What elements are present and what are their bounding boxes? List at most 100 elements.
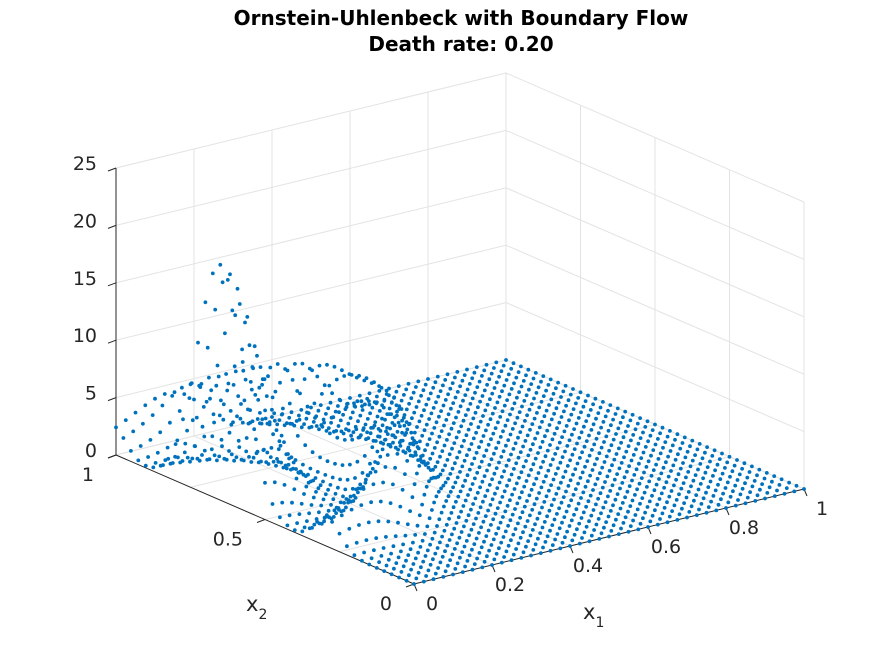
data-point bbox=[495, 400, 500, 405]
data-point bbox=[438, 540, 442, 545]
data-point bbox=[407, 401, 411, 406]
data-point bbox=[380, 416, 384, 421]
data-point bbox=[337, 531, 342, 536]
data-point bbox=[524, 544, 528, 549]
data-point bbox=[675, 518, 680, 522]
data-point bbox=[479, 525, 483, 530]
data-point bbox=[603, 480, 607, 484]
data-point bbox=[471, 522, 476, 526]
data-point bbox=[465, 559, 470, 563]
data-point bbox=[168, 461, 173, 466]
data-point bbox=[549, 397, 554, 402]
data-point bbox=[193, 444, 198, 449]
data-point bbox=[556, 466, 560, 471]
data-point bbox=[461, 484, 465, 488]
data-point bbox=[530, 507, 535, 512]
data-point bbox=[621, 435, 626, 440]
data-point bbox=[482, 539, 486, 544]
data-point bbox=[732, 463, 737, 468]
data-point bbox=[443, 569, 448, 574]
data-point bbox=[439, 409, 443, 413]
data-point bbox=[431, 557, 435, 562]
data-point bbox=[628, 504, 633, 508]
data-point bbox=[725, 480, 730, 485]
data-point bbox=[393, 534, 398, 538]
data-point bbox=[578, 390, 583, 395]
data-point bbox=[549, 503, 554, 507]
data-point bbox=[434, 400, 438, 405]
data-point bbox=[464, 518, 469, 523]
data-point bbox=[561, 495, 566, 499]
data-point bbox=[300, 529, 305, 534]
data-point bbox=[589, 513, 594, 518]
data-point bbox=[504, 463, 509, 468]
data-point bbox=[475, 490, 480, 495]
data-point bbox=[685, 449, 690, 454]
data-point bbox=[607, 468, 612, 473]
data-point bbox=[740, 466, 744, 471]
data-point bbox=[202, 434, 207, 439]
data-point bbox=[701, 496, 706, 501]
data-point bbox=[405, 522, 410, 527]
data-point bbox=[446, 412, 451, 417]
data-point bbox=[433, 551, 438, 556]
data-point bbox=[615, 406, 620, 411]
data-point bbox=[441, 383, 445, 388]
data-point bbox=[441, 483, 446, 488]
data-point bbox=[592, 462, 597, 467]
data-point bbox=[481, 434, 486, 438]
data-point bbox=[472, 370, 477, 375]
data-point bbox=[782, 491, 787, 496]
data-point bbox=[383, 438, 387, 442]
data-point bbox=[597, 451, 602, 456]
data-point bbox=[721, 491, 725, 496]
data-point bbox=[606, 428, 611, 433]
data-point bbox=[363, 422, 368, 427]
data-point bbox=[640, 496, 645, 500]
data-point bbox=[685, 515, 689, 520]
data-point bbox=[400, 487, 405, 492]
data-point bbox=[557, 420, 562, 425]
data-point bbox=[443, 480, 448, 485]
data-point bbox=[563, 535, 567, 540]
data-point bbox=[537, 491, 541, 495]
data-point bbox=[346, 421, 351, 426]
data-point bbox=[728, 494, 733, 499]
data-point bbox=[701, 476, 705, 481]
data-point bbox=[372, 423, 377, 428]
data-point bbox=[539, 399, 544, 404]
data-point bbox=[322, 420, 326, 425]
data-point bbox=[437, 434, 442, 439]
data-point bbox=[486, 422, 490, 427]
data-point bbox=[509, 366, 514, 371]
data-point bbox=[686, 490, 691, 494]
data-point bbox=[505, 398, 509, 402]
data-point bbox=[505, 503, 510, 508]
data-point bbox=[250, 365, 255, 369]
data-point bbox=[389, 551, 393, 556]
data-point bbox=[182, 450, 187, 455]
data-point bbox=[456, 494, 461, 499]
data-point bbox=[655, 502, 660, 507]
data-point bbox=[559, 500, 564, 505]
data-point bbox=[418, 439, 422, 444]
data-point bbox=[607, 448, 611, 453]
data-point bbox=[465, 367, 469, 372]
data-point bbox=[444, 499, 449, 503]
data-point bbox=[336, 424, 341, 428]
data-point bbox=[367, 562, 372, 567]
data-point bbox=[375, 394, 379, 399]
data-point bbox=[473, 476, 477, 481]
z-tick-label: 10 bbox=[73, 325, 97, 347]
data-point bbox=[114, 425, 118, 430]
data-point bbox=[330, 475, 335, 480]
data-point bbox=[551, 391, 556, 396]
data-point bbox=[582, 424, 586, 429]
data-point bbox=[538, 531, 543, 535]
data-point bbox=[542, 414, 547, 419]
data-point bbox=[414, 385, 418, 389]
data-point bbox=[325, 513, 329, 518]
data-point bbox=[524, 393, 529, 398]
data-point bbox=[426, 465, 431, 470]
data-point bbox=[512, 381, 516, 386]
